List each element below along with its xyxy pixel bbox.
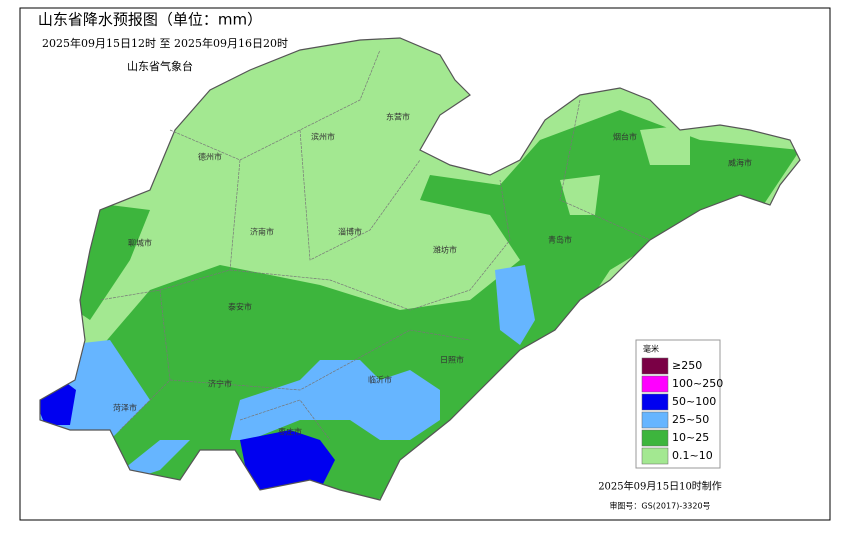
legend-label: 100~250 <box>672 377 723 390</box>
legend-label: ≥250 <box>672 359 702 372</box>
precip-area <box>495 265 535 345</box>
legend-swatch <box>641 429 669 447</box>
precip-area <box>240 430 335 492</box>
city-label: 潍坊市 <box>433 245 457 255</box>
legend: ≥250 100~250 50~100 25~50 10~25 0.1~10 <box>641 357 723 465</box>
city-label: 日照市 <box>440 355 464 365</box>
approval-number: 审图号：GS(2017)-3320号 <box>609 501 710 511</box>
legend-swatch <box>641 393 669 411</box>
city-label: 聊城市 <box>128 238 152 248</box>
city-label: 济宁市 <box>208 379 232 389</box>
legend-swatch <box>641 375 669 393</box>
city-label: 威海市 <box>728 158 752 168</box>
legend-swatch <box>641 411 669 429</box>
legend-swatch <box>641 357 669 375</box>
title: 山东省降水预报图（单位：mm） <box>38 11 262 29</box>
legend-label: 50~100 <box>672 395 716 408</box>
made-time: 2025年09月15日10时制作 <box>598 480 722 493</box>
city-label: 滨州市 <box>311 132 335 142</box>
precip-area <box>640 125 690 165</box>
city-label: 菏泽市 <box>113 403 137 413</box>
city-label: 烟台市 <box>613 132 637 142</box>
precip-area <box>40 378 76 425</box>
city-label: 青岛市 <box>548 235 572 245</box>
city-label: 临沂市 <box>368 375 392 385</box>
precip-area <box>40 340 440 480</box>
city-label: 泰安市 <box>228 302 252 312</box>
city-label: 济南市 <box>250 227 274 237</box>
legend-label: 10~25 <box>672 431 709 444</box>
legend-label: 25~50 <box>672 413 709 426</box>
issuer: 山东省气象台 <box>127 59 193 73</box>
city-label: 淄博市 <box>338 227 362 237</box>
precip-area <box>560 175 600 215</box>
city-borders <box>99 49 651 441</box>
legend-label: 0.1~10 <box>672 449 713 462</box>
city-label: 枣庄市 <box>278 427 302 437</box>
city-label: 东营市 <box>386 112 410 122</box>
legend-title: 毫米 <box>643 344 659 354</box>
period: 2025年09月15日12时 至 2025年09月16日20时 <box>42 36 288 50</box>
city-label: 德州市 <box>198 152 222 162</box>
legend-swatch <box>641 447 669 465</box>
